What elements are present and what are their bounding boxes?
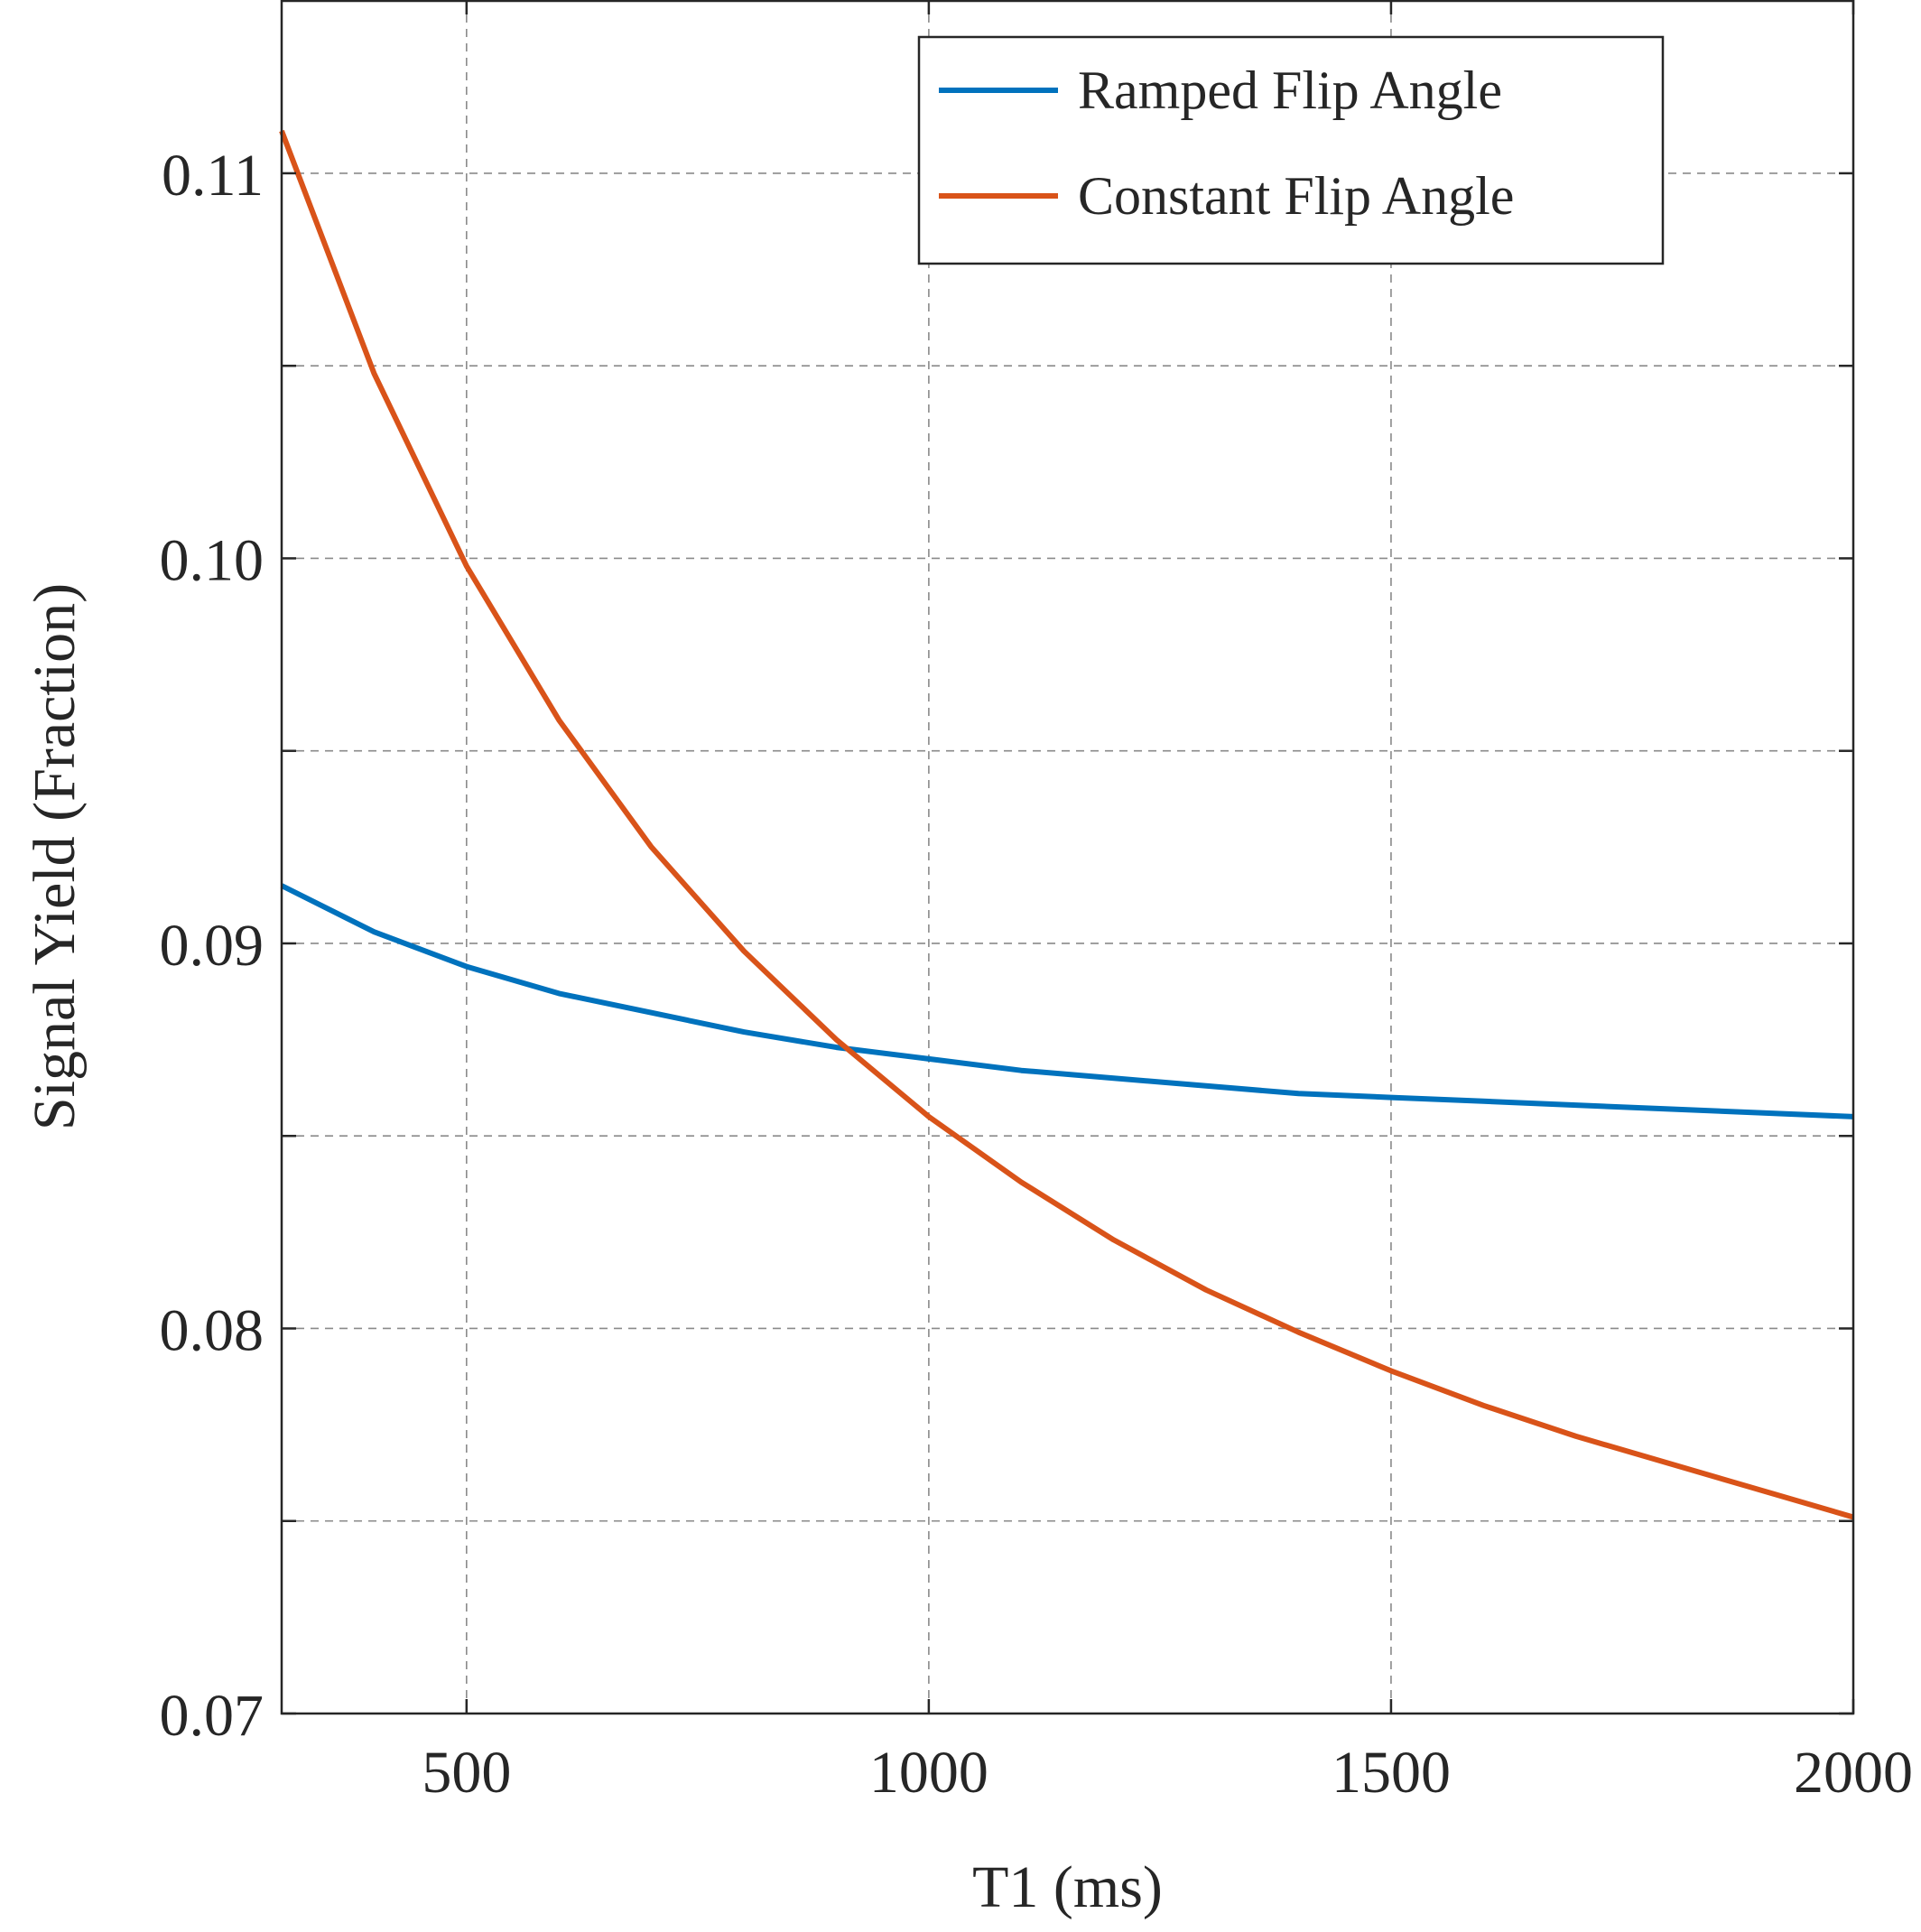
series-line-constant (279, 129, 1854, 1520)
x-axis-label: T1 (ms) (972, 1854, 1163, 1920)
x-tick-label: 500 (422, 1740, 511, 1806)
legend: Ramped Flip Angle Constant Flip Angle (917, 35, 1665, 265)
axis-ticks (282, 0, 1855, 1715)
series-line-ramped (280, 883, 1854, 1119)
legend-label-constant: Constant Flip Angle (1078, 166, 1514, 226)
y-tick-label: 0.10 (160, 527, 264, 593)
plot-frame (280, 0, 1855, 1715)
legend-label-ramped: Ramped Flip Angle (1078, 60, 1502, 120)
tick-labels: 500 1000 1500 2000 0.07 0.08 0.09 0.10 0.11 (160, 143, 1914, 1806)
y-tick-label: 0.08 (160, 1297, 264, 1363)
y-axis-label: Signal Yield (Fraction) (22, 583, 88, 1130)
x-tick-label: 1000 (869, 1740, 988, 1806)
series-lines (279, 129, 1854, 1520)
y-tick-label: 0.09 (160, 913, 264, 979)
legend-box (917, 35, 1665, 265)
x-tick-label: 1500 (1332, 1740, 1451, 1806)
y-tick-label: 0.11 (162, 143, 264, 209)
y-tick-label: 0.07 (160, 1683, 264, 1749)
x-tick-label: 2000 (1794, 1740, 1913, 1806)
